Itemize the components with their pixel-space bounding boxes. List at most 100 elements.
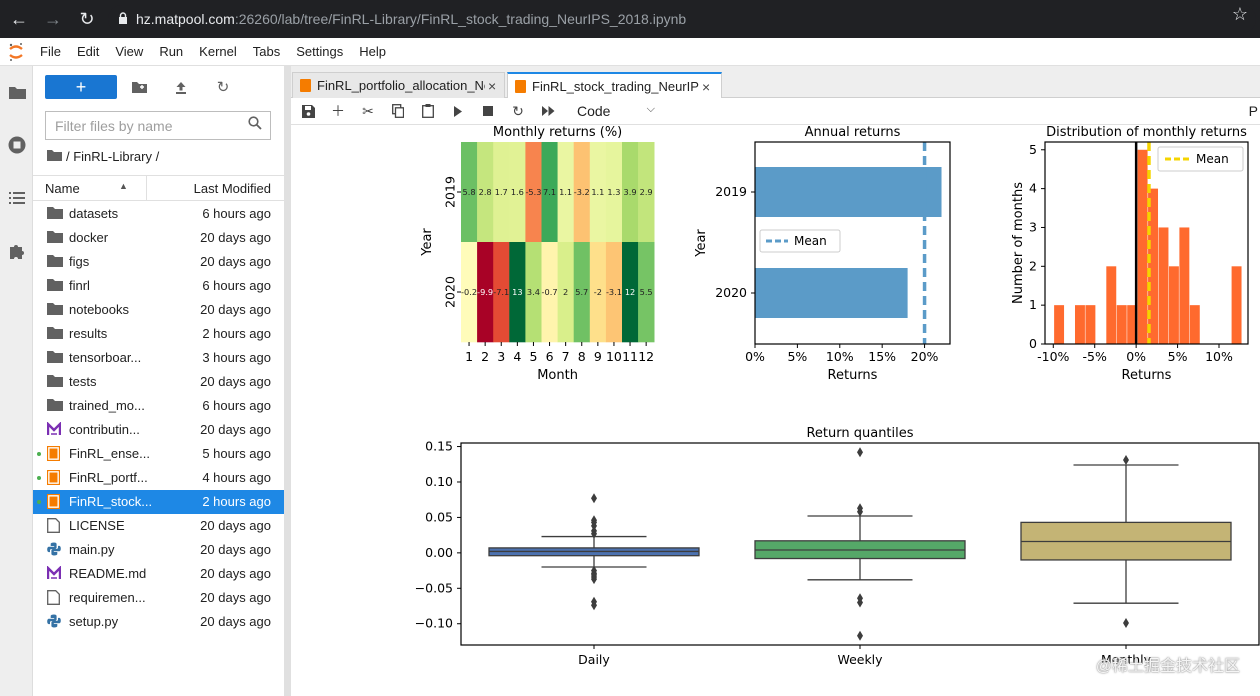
file-row[interactable]: FinRL_portf... 4 hours ago — [33, 466, 284, 490]
file-modified: 3 hours ago — [202, 350, 271, 365]
x-tick-label: 3 — [497, 349, 505, 364]
menu-file[interactable]: File — [40, 44, 61, 59]
cut-icon[interactable]: ✂ — [362, 102, 374, 119]
upload-icon[interactable] — [171, 77, 191, 97]
close-icon[interactable]: × — [702, 78, 711, 95]
new-folder-icon[interactable] — [129, 77, 149, 97]
refresh-icon[interactable]: ↻ — [216, 79, 230, 96]
search-icon — [248, 116, 262, 134]
file-row[interactable]: finrl 6 hours ago — [33, 274, 284, 298]
table-of-contents-icon[interactable] — [6, 187, 28, 209]
outlier-point — [857, 506, 863, 517]
run-icon[interactable] — [443, 99, 473, 123]
restart-icon[interactable]: ↻ — [512, 102, 524, 119]
folder-icon[interactable] — [47, 149, 62, 164]
file-filter-input[interactable] — [55, 117, 235, 134]
file-row[interactable]: main.py 20 days ago — [33, 538, 284, 562]
new-launcher-button[interactable]: + — [45, 75, 117, 99]
tab-portfolio-allocation[interactable]: FinRL_portfolio_allocation_NeurIPS_2020.… — [292, 72, 505, 98]
sort-ascending-icon[interactable]: ▲ — [119, 181, 128, 191]
running-kernels-icon[interactable] — [6, 134, 28, 156]
column-name-header[interactable]: Name — [45, 181, 80, 196]
folder-icon — [47, 230, 63, 246]
heatmap-cell-label: 1.1 — [591, 187, 604, 197]
y-tick-label: 4 — [1029, 181, 1037, 196]
heatmap-cell-label: 7.1 — [543, 187, 556, 197]
tab-stock-trading[interactable]: FinRL_stock_trading_NeurIPS_2018.ipynb × — [507, 72, 722, 99]
menu-settings[interactable]: Settings — [296, 44, 344, 59]
column-modified-header[interactable]: Last Modified — [193, 181, 271, 196]
heatmap-cell — [573, 242, 591, 343]
file-row[interactable]: README.md 20 days ago — [33, 562, 284, 586]
x-tick-label: 5% — [787, 349, 807, 364]
panel-splitter[interactable] — [284, 66, 291, 696]
file-name: notebooks — [69, 302, 129, 317]
python-icon — [47, 542, 63, 558]
menu-tabs[interactable]: Tabs — [252, 44, 281, 59]
heatmap-cell — [477, 242, 494, 343]
cell-type-dropdown[interactable]: Code ⌵ — [577, 103, 655, 119]
extensions-puzzle-icon[interactable] — [6, 240, 28, 262]
folder-icon — [47, 326, 63, 342]
file-list: datasets 6 hours ago docker 20 days ago figs… — [33, 202, 284, 634]
y-tick-label: 5 — [1029, 142, 1037, 157]
breadcrumb: / FinRL-Library / — [47, 149, 159, 164]
menu-view[interactable]: View — [115, 44, 144, 59]
chart-title: Return quantiles — [806, 426, 913, 441]
file-modified: 20 days ago — [200, 542, 271, 557]
file-filter-field[interactable] — [45, 111, 271, 140]
folder-icon — [47, 254, 63, 270]
bar — [755, 167, 942, 217]
save-icon[interactable] — [293, 99, 323, 123]
folder-icon[interactable] — [6, 81, 28, 103]
back-icon[interactable]: ← — [10, 8, 28, 29]
reload-icon[interactable]: ↻ — [79, 8, 95, 29]
file-name: tests — [69, 374, 97, 389]
file-row[interactable]: notebooks 20 days ago — [33, 298, 284, 322]
file-row[interactable]: trained_mo... 6 hours ago — [33, 394, 284, 418]
file-modified: 20 days ago — [200, 374, 271, 389]
file-row[interactable]: LICENSE 20 days ago — [33, 514, 284, 538]
file-row[interactable]: datasets 6 hours ago — [33, 202, 284, 226]
kernel-name[interactable]: P — [1248, 103, 1258, 119]
file-name: FinRL_stock... — [69, 494, 153, 509]
menu-help[interactable]: Help — [359, 44, 386, 59]
menu-edit[interactable]: Edit — [76, 44, 100, 59]
file-row[interactable]: FinRL_ense... 5 hours ago — [33, 442, 284, 466]
notebook-icon — [300, 79, 311, 92]
file-row[interactable]: results 2 hours ago — [33, 322, 284, 346]
notebook-icon — [46, 445, 63, 462]
notebook-icon — [46, 469, 63, 486]
close-icon[interactable]: × — [488, 77, 497, 94]
url-host: hz.matpool.com — [136, 11, 235, 27]
paste-icon[interactable] — [413, 99, 443, 123]
file-row[interactable]: tensorboar... 3 hours ago — [33, 346, 284, 370]
heatmap-cell — [541, 242, 558, 343]
forward-icon[interactable]: → — [44, 8, 62, 29]
file-row[interactable]: contributin... 20 days ago — [33, 418, 284, 442]
markdown-icon — [46, 565, 63, 582]
x-tick-label: Monthly — [1101, 652, 1152, 667]
file-row[interactable]: setup.py 20 days ago — [33, 610, 284, 634]
histogram-bar — [1106, 266, 1117, 344]
breadcrumb-path[interactable]: / FinRL-Library / — [66, 149, 160, 164]
heatmap-cell — [525, 142, 542, 243]
activity-bar — [0, 66, 33, 696]
file-row[interactable]: tests 20 days ago — [33, 370, 284, 394]
address-bar[interactable]: hz.matpool.com:26260/lab/tree/FinRL-Libr… — [108, 5, 1256, 33]
file-modified: 20 days ago — [200, 230, 271, 245]
fast-forward-icon[interactable] — [533, 99, 563, 123]
bookmark-star-icon[interactable]: ☆ — [1231, 4, 1248, 24]
column-divider[interactable] — [146, 176, 147, 201]
stop-icon[interactable] — [473, 99, 503, 123]
heatmap-cell — [589, 242, 607, 343]
menu-kernel[interactable]: Kernel — [199, 44, 237, 59]
add-cell-icon[interactable]: ＋ — [331, 103, 345, 119]
file-row[interactable]: figs 20 days ago — [33, 250, 284, 274]
menu-run[interactable]: Run — [159, 44, 184, 59]
copy-icon[interactable] — [383, 99, 413, 123]
x-tick-label: 5% — [1168, 349, 1188, 364]
file-row[interactable]: requiremen... 20 days ago — [33, 586, 284, 610]
file-row[interactable]: FinRL_stock... 2 hours ago — [33, 490, 284, 514]
file-row[interactable]: docker 20 days ago — [33, 226, 284, 250]
